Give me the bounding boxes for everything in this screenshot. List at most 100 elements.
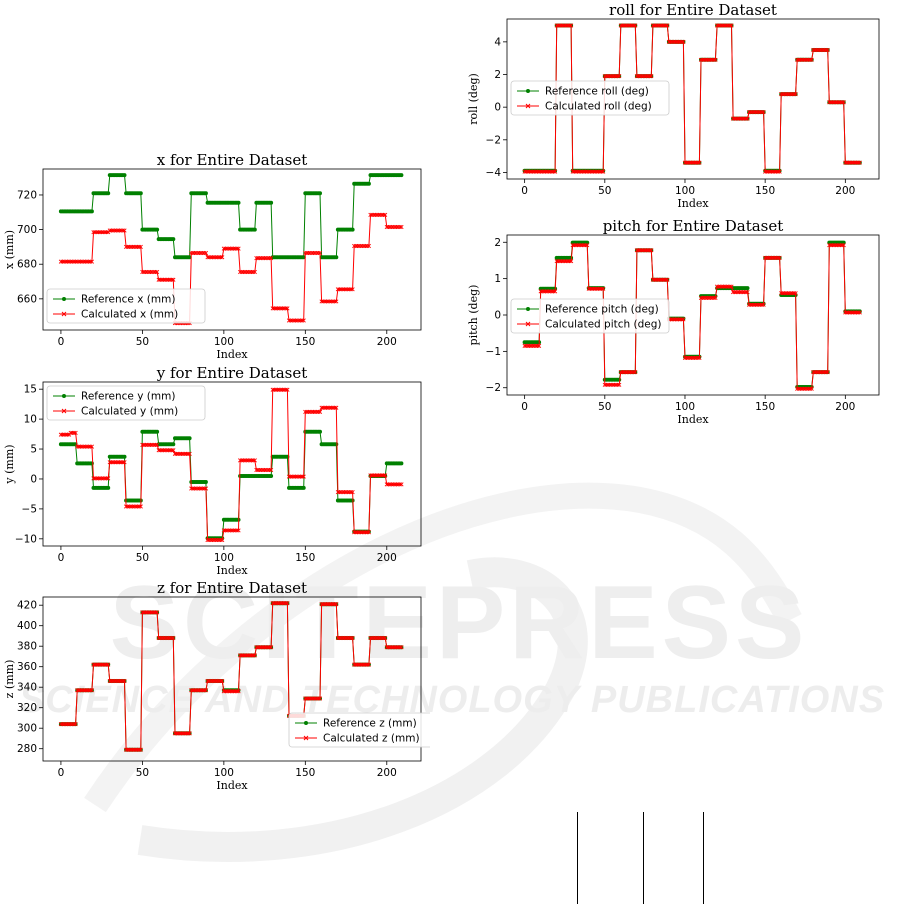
data-point [819,47,824,53]
data-point [591,169,596,174]
data-point [194,688,199,693]
y-tick-label: 5 [30,444,37,456]
data-point [224,246,230,251]
data-point [133,747,138,752]
data-point [298,318,303,323]
chart-x: x for Entire Dataset 0 50 100 150 200 660 680 70… [3,151,422,361]
data-point [329,299,334,304]
data-point [567,259,572,264]
data-point [58,259,64,264]
data-point [306,696,311,701]
data-point [857,160,862,165]
y-tick-label: 0 [494,102,501,114]
data-point [343,635,349,641]
data-point [780,91,785,97]
data-point [83,444,88,449]
data-point [63,259,68,264]
data-point [593,169,598,174]
data-point [697,160,702,165]
data-point [343,490,349,495]
data-point [577,169,582,174]
data-point [674,39,680,44]
data-point [641,248,646,253]
data-point [181,731,186,736]
data-point [151,610,156,615]
data-point [391,482,396,487]
data-point [703,295,708,301]
data-point [267,467,272,473]
data-point [146,610,152,615]
legend-marker [62,297,66,301]
data-point [145,269,150,275]
data-point [78,688,83,693]
data-point [386,645,391,650]
data-point [340,287,345,292]
data-point [154,610,160,615]
data-point [107,228,112,233]
data-point [335,287,341,292]
data-point [280,601,285,606]
data-point [350,287,355,292]
data-point [747,109,752,115]
data-point [166,277,171,282]
data-point [60,259,65,264]
data-point [153,269,158,275]
data-point [391,224,396,230]
data-point [774,169,779,174]
data-point [745,116,750,121]
data-point [532,169,537,174]
series-reference [58,173,404,260]
data-point [378,473,383,478]
data-point [73,721,78,727]
x-tick-label: 100 [214,767,234,779]
data-point [852,310,858,315]
data-point [658,23,664,28]
data-point [597,286,603,291]
legend-label: Reference x (mm) [81,294,175,306]
data-point [71,430,77,435]
data-point [327,602,332,607]
data-point [589,286,595,291]
data-point [742,116,747,121]
data-point [552,289,558,294]
data-point [102,476,108,481]
data-point [735,289,741,295]
data-point [820,369,825,375]
y-tick-label: 320 [17,702,37,714]
data-point [777,169,782,174]
data-point [543,169,548,174]
data-point [738,289,744,295]
data-point [536,169,542,174]
data-point [589,169,595,174]
data-point [146,269,152,275]
data-point [654,277,659,282]
data-point [745,286,750,291]
data-point [819,369,824,375]
data-point [123,747,129,752]
data-point [249,653,254,658]
data-point [573,243,579,248]
data-point [557,259,563,264]
data-point [161,635,166,641]
data-point [236,246,241,251]
y-tick-label: 420 [17,600,37,612]
data-point [127,504,132,509]
data-point [721,284,726,289]
data-point [330,602,336,607]
data-point [342,287,347,292]
data-point [259,467,264,473]
plot-frame [42,596,422,762]
data-point [702,57,707,62]
data-point [231,246,236,251]
data-point [345,287,350,292]
data-point [278,306,283,311]
data-point [806,386,811,391]
data-point [146,442,152,447]
data-point [833,243,838,248]
y-tick-label: 360 [17,661,37,673]
data-point [637,248,643,253]
data-point [324,299,329,304]
data-point [530,343,535,349]
data-point [264,467,269,473]
data-point [540,169,545,174]
